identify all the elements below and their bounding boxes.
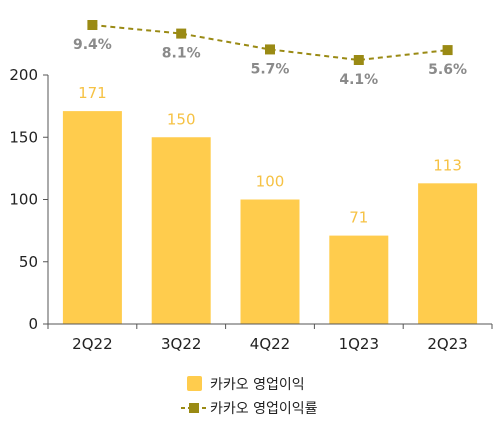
- rate-marker: [353, 55, 364, 65]
- x-tick-label: 4Q22: [250, 335, 290, 353]
- bar-value-label: 100: [256, 173, 285, 191]
- legend-line-label: 카카오 영업이익률: [210, 401, 318, 417]
- bar-value-label: 113: [433, 156, 462, 174]
- y-axis: 0 50 100 150 200: [9, 66, 49, 333]
- rate-marker: [265, 44, 275, 55]
- y-tick-label: 50: [19, 253, 38, 271]
- x-tick-label: 2Q22: [72, 335, 112, 353]
- rate-labels: 9.4% 8.1% 5.7% 4.1% 5.6%: [73, 37, 467, 88]
- bar-value-label: 171: [78, 84, 107, 102]
- rate-value-label: 9.4%: [73, 37, 112, 53]
- bar: [151, 137, 211, 324]
- x-tick-label: 1Q23: [339, 335, 379, 353]
- bar-labels: 171 150 100 71 113: [78, 84, 462, 227]
- legend-bar-swatch: [187, 376, 202, 391]
- bar-value-label: 71: [349, 209, 368, 227]
- bar: [329, 235, 389, 324]
- x-tick-label: 2Q23: [427, 335, 467, 353]
- y-tick-label: 100: [9, 191, 38, 209]
- rate-value-label: 5.6%: [428, 62, 467, 78]
- bar: [418, 183, 478, 324]
- x-tick-label: 3Q22: [161, 335, 201, 353]
- rate-marker: [87, 20, 98, 30]
- rate-value-label: 8.1%: [162, 46, 201, 62]
- legend-line-marker: [189, 403, 199, 413]
- bars: [62, 111, 478, 324]
- bar: [240, 199, 300, 324]
- bar-value-label: 150: [167, 110, 196, 128]
- rate-line: [87, 20, 453, 65]
- rate-value-label: 5.7%: [251, 61, 290, 77]
- bar: [62, 111, 122, 324]
- x-axis: 2Q22 3Q22 4Q22 1Q23 2Q23: [47, 323, 493, 353]
- y-tick-label: 0: [28, 315, 38, 333]
- rate-line-path: [92, 24, 448, 62]
- rate-value-label: 4.1%: [339, 72, 378, 88]
- rate-marker: [176, 28, 187, 39]
- legend: 카카오 영업이익 카카오 영업이익률: [181, 376, 318, 417]
- y-tick-label: 150: [9, 128, 38, 146]
- rate-marker: [442, 45, 453, 56]
- legend-bar-label: 카카오 영업이익: [210, 377, 305, 393]
- y-tick-label: 200: [9, 66, 38, 84]
